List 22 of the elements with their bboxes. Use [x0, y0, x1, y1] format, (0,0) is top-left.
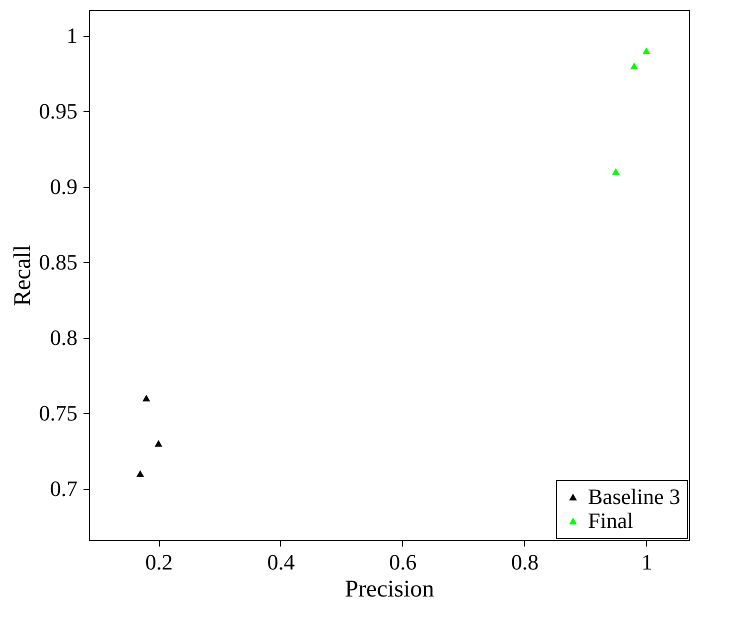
- x-tick-label: 0.6: [389, 550, 417, 574]
- x-tick-label: 1: [641, 550, 652, 574]
- legend-label: Baseline 3: [588, 484, 680, 509]
- x-tick-label: 0.8: [511, 550, 539, 574]
- legend-label: Final: [588, 508, 634, 533]
- point: [142, 394, 150, 402]
- y-tick-label: 0.7: [50, 476, 78, 502]
- x-tick-label: 0.4: [267, 550, 295, 574]
- point: [630, 62, 638, 70]
- y-tick-label: 0.8: [50, 325, 78, 350]
- y-tick-label: 0.85: [39, 250, 78, 275]
- y-tick-label: 0.95: [39, 98, 78, 124]
- point: [612, 168, 620, 175]
- point: [136, 470, 144, 477]
- y-tick-label: 0.75: [39, 400, 78, 426]
- point: [154, 440, 162, 447]
- x-tick-label: 0.2: [145, 550, 173, 574]
- y-tick-label: 0.9: [50, 174, 78, 200]
- x-axis-title: Precision: [344, 576, 434, 602]
- point: [642, 47, 650, 54]
- y-axis-title: Recall: [10, 244, 36, 306]
- y-tick-label: 1: [66, 23, 78, 48]
